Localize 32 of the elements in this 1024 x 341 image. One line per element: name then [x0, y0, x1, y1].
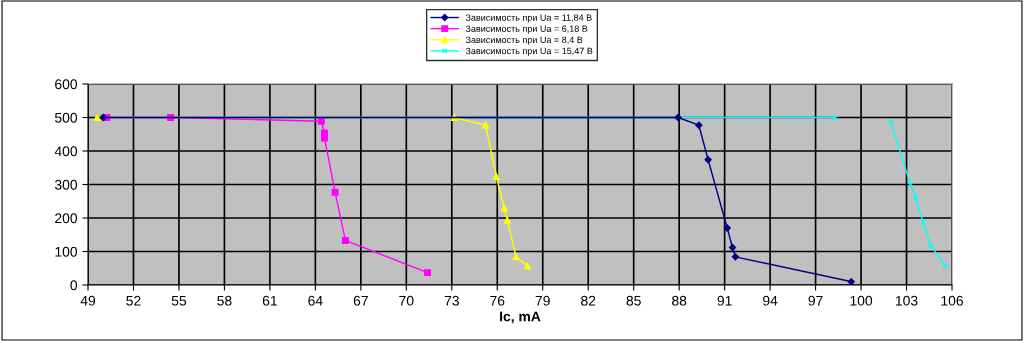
legend-label: Зависимость при Uа = 11,84 В [465, 14, 592, 23]
x-tick-label: 97 [808, 295, 823, 306]
x-tick-label: 55 [171, 295, 187, 306]
legend-label: Зависимость при Uа = 15,47 В [465, 47, 593, 56]
legend-label: Зависимость при Uа = 8,4 В [465, 36, 583, 45]
x-tick-label: 106 [941, 295, 963, 306]
x-tick-label: 94 [763, 295, 778, 306]
x-tick-label: 73 [444, 295, 459, 306]
x-tick-label: 91 [717, 295, 732, 306]
x-tick-label: 58 [217, 295, 232, 306]
y-tick-label: 0 [70, 280, 78, 291]
legend-label: Зависимость при Uа = 6,18 В [465, 25, 588, 34]
y-tick-label: 600 [55, 79, 78, 90]
x-tick-label: 82 [581, 295, 596, 306]
x-tick-label: 100 [850, 295, 873, 306]
x-tick-label: 103 [896, 295, 918, 306]
y-tick-label: 500 [54, 112, 78, 123]
x-tick-label: 70 [399, 295, 414, 306]
x-tick-label: 49 [80, 295, 96, 306]
x-tick-label: 67 [353, 295, 368, 306]
x-tick-label: 52 [126, 295, 141, 306]
x-tick-label: 64 [308, 295, 323, 306]
y-tick-label: 200 [55, 213, 78, 224]
x-axis-title: Ic, mA [500, 311, 541, 324]
x-tick-label: 76 [490, 295, 505, 306]
x-tick-label: 61 [262, 295, 277, 306]
x-tick-label: 88 [672, 295, 687, 306]
y-tick-label: 300 [54, 179, 78, 190]
x-tick-label: 79 [535, 295, 550, 306]
x-tick-label: 85 [626, 295, 641, 306]
y-tick-label: 100 [55, 246, 78, 257]
y-tick-label: 400 [54, 146, 78, 157]
